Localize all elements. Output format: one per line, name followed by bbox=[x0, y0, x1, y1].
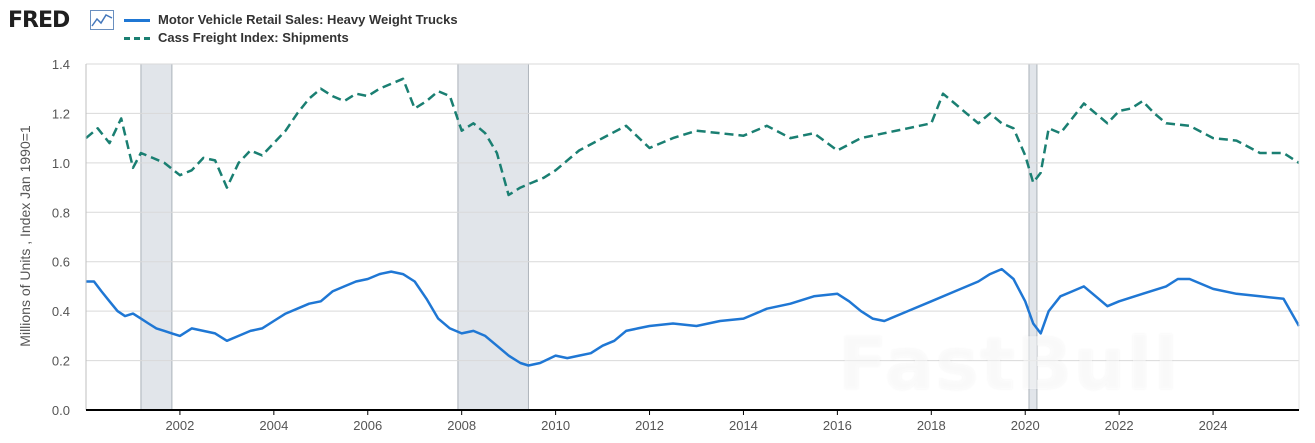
x-tick-label: 2008 bbox=[447, 418, 476, 433]
x-tick-label: 2024 bbox=[1199, 418, 1228, 433]
x-tick-label: 2002 bbox=[165, 418, 194, 433]
legend-swatch-dashed bbox=[124, 37, 150, 41]
x-tick-label: 2016 bbox=[823, 418, 852, 433]
y-tick-label: 0.2 bbox=[52, 354, 70, 369]
x-tick-label: 2004 bbox=[259, 418, 288, 433]
y-tick-label: 0.6 bbox=[52, 255, 70, 270]
y-axis-label: Millions of Units , Index Jan 1990=1 bbox=[17, 125, 33, 347]
x-tick-label: 2006 bbox=[353, 418, 382, 433]
trend-line-icon bbox=[90, 10, 114, 30]
fred-logo[interactable]: FRED bbox=[8, 8, 70, 33]
legend-swatch-solid bbox=[124, 19, 150, 23]
x-tick-label: 2018 bbox=[917, 418, 946, 433]
x-tick-label: 2020 bbox=[1011, 418, 1040, 433]
x-tick-label: 2012 bbox=[635, 418, 664, 433]
recession-band-0 bbox=[140, 63, 173, 411]
recession-band-1 bbox=[457, 63, 529, 411]
legend-item-freight[interactable]: Cass Freight Index: Shipments bbox=[124, 30, 349, 45]
y-tick-label: 1.4 bbox=[52, 57, 70, 72]
y-tick-label: 0.4 bbox=[52, 304, 70, 319]
y-tick-label: 0.0 bbox=[52, 403, 70, 418]
x-tick-label: 2022 bbox=[1105, 418, 1134, 433]
series-line-0[interactable] bbox=[86, 267, 1301, 367]
series-line-1[interactable] bbox=[85, 77, 1300, 197]
legend-label-freight: Cass Freight Index: Shipments bbox=[158, 30, 349, 45]
y-tick-label: 1.2 bbox=[52, 106, 70, 121]
grid-lines bbox=[86, 63, 1299, 362]
x-tick-label: 2010 bbox=[541, 418, 570, 433]
axes: 0.0 0.2 0.4 0.6 0.8 1.0 1.2 1.4 2002 2004 2006 2008… bbox=[52, 57, 1300, 433]
x-tick-label: 2014 bbox=[729, 418, 758, 433]
legend-item-trucks[interactable]: Motor Vehicle Retail Sales: Heavy Weight… bbox=[124, 12, 458, 27]
series-lines bbox=[85, 77, 1301, 367]
recession-band-2 bbox=[1028, 63, 1038, 411]
recession-bands bbox=[140, 63, 1038, 411]
y-tick-label: 1.0 bbox=[52, 156, 70, 171]
y-tick-label: 0.8 bbox=[52, 205, 70, 220]
legend-label-trucks: Motor Vehicle Retail Sales: Heavy Weight… bbox=[158, 12, 458, 27]
